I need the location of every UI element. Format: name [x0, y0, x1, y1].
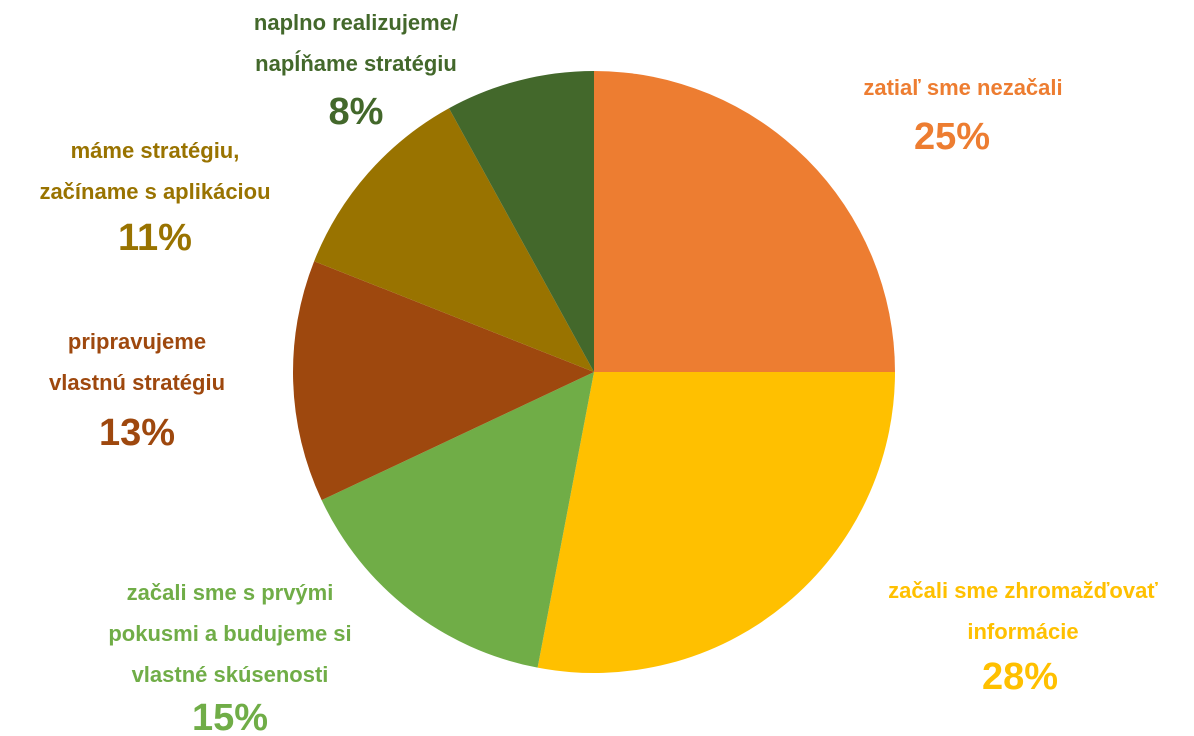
slice-label: pripravujeme vlastnú stratégiu [48, 329, 226, 395]
slice-label: naplno realizujeme/ napĺňame stratégiu [253, 10, 459, 76]
value-label: 13% [98, 412, 176, 454]
value-label: 28% [981, 656, 1059, 698]
pie-slice [537, 372, 895, 673]
pie-slice [594, 71, 895, 372]
slice-label: máme stratégiu, začíname s aplikáciou [39, 138, 271, 204]
slice-label: začali sme zhromažďovať informácie [888, 578, 1158, 644]
value-label: 8% [328, 91, 384, 133]
pie-slice [293, 261, 594, 501]
value-label: 15% [191, 697, 269, 736]
value-label: 25% [913, 116, 991, 158]
pie-slice [314, 108, 594, 372]
pie-slice [448, 71, 594, 372]
slice-label: zatiaľ sme nezačali [863, 75, 1063, 100]
value-label: 11% [118, 217, 192, 259]
pie-slice [321, 372, 594, 668]
slice-label: začali sme s prvými pokusmi a budujeme s… [108, 580, 352, 687]
